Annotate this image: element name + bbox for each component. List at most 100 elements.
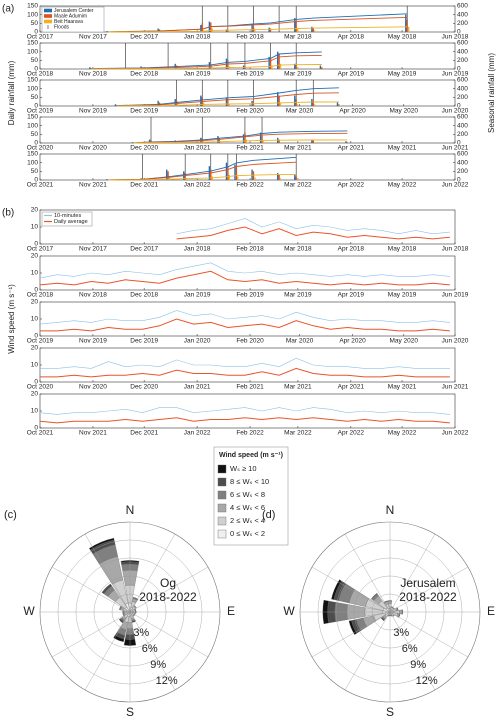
- legend-box: [41, 6, 105, 33]
- rain-bar: [148, 139, 151, 143]
- rain-bar: [157, 100, 159, 106]
- rose-wedge: [392, 614, 395, 617]
- x-tick-label: Nov 2020: [79, 384, 107, 391]
- legend-label: 2 ≤ Wₛ < 4: [230, 516, 265, 525]
- plot-frame: [39, 153, 456, 181]
- wind-line: [39, 262, 450, 279]
- x-tick-label: Mar 2021: [284, 145, 312, 152]
- legend-label: 10-minutes: [54, 213, 81, 219]
- rose-spoke: [129, 611, 176, 691]
- x-tick-label: May 2019: [388, 292, 417, 299]
- y2-tick-label: 200: [457, 20, 468, 27]
- x-tick-label: Mar 2019: [284, 292, 312, 299]
- rain-bar: [313, 30, 316, 32]
- rain-bar: [296, 28, 299, 32]
- x-tick-label: Feb 2021: [236, 145, 264, 152]
- y-tick-label: 10: [31, 224, 39, 231]
- rain-bar: [210, 22, 212, 32]
- rain-bar: [296, 104, 299, 106]
- legend-swatch: [44, 14, 52, 18]
- rain-bar: [294, 95, 296, 106]
- y2-tick-label: 0: [457, 29, 461, 36]
- rain-bar: [228, 174, 230, 180]
- legend-swatch: [44, 8, 52, 13]
- y2-tick-label: 400: [457, 11, 468, 18]
- plot-frame: [39, 209, 456, 245]
- x-tick-label: Oct 2019: [27, 108, 54, 115]
- x-tick-label: Dec 2020: [130, 384, 158, 391]
- x-tick-label: Oct 2018: [27, 71, 54, 78]
- x-tick-label: Apr 2022: [338, 182, 365, 189]
- rain-bar: [185, 178, 188, 180]
- rain-bar: [168, 177, 171, 180]
- x-tick-label: Jun 2021: [442, 384, 469, 391]
- rose-spoke: [51, 611, 131, 658]
- y2-tick-label: 400: [457, 159, 468, 166]
- rose-annotation: 2018-2022: [399, 590, 457, 604]
- y-tick-label: 20: [31, 253, 39, 260]
- rose-spoke: [389, 566, 469, 613]
- rain-bar: [278, 174, 280, 180]
- rain-bar: [296, 67, 299, 69]
- y2-tick-label: 600: [457, 40, 468, 47]
- rain-bar: [114, 104, 117, 106]
- y-tick-label: 20: [31, 391, 39, 398]
- rain-bar: [313, 104, 316, 106]
- x-tick-label: Jun 2022: [442, 182, 469, 189]
- rain-bar: [106, 31, 108, 32]
- rain-bar: [184, 173, 186, 180]
- rain-bar: [261, 136, 263, 143]
- rain-bar: [227, 30, 229, 32]
- rain-bar: [294, 18, 296, 32]
- x-tick-label: Apr 2019: [338, 292, 365, 299]
- plot-frame: [39, 301, 456, 337]
- x-tick-label: May 2019: [388, 71, 417, 78]
- rain-bar: [294, 174, 296, 180]
- x-tick-label: Jun 2022: [442, 430, 469, 437]
- rose-ring: [317, 539, 463, 685]
- y-tick-label: 150: [27, 40, 38, 47]
- x-tick-label: Oct 2021: [27, 182, 54, 189]
- legend-swatch: [44, 19, 52, 24]
- rain-bar: [407, 26, 410, 32]
- rose-spoke: [129, 533, 176, 613]
- x-tick-label: Jan 2020: [184, 338, 211, 345]
- x-tick-label: Nov 2017: [79, 246, 107, 253]
- x-tick-label: Dec 2017: [130, 34, 158, 41]
- rose-spoke: [389, 611, 436, 691]
- rain-bar: [89, 67, 91, 69]
- rain-bar: [271, 31, 273, 32]
- x-tick-label: Oct 2017: [27, 34, 54, 41]
- direction-label: W: [283, 604, 295, 618]
- rain-bar: [210, 169, 212, 180]
- x-tick-label: Dec 2020: [130, 145, 158, 152]
- rose-ring-label: 3%: [393, 627, 409, 639]
- x-tick-label: Jun 2018: [442, 246, 469, 253]
- rose-wedge: [331, 579, 342, 600]
- wind-line: [39, 310, 450, 325]
- x-tick-label: May 2021: [388, 145, 417, 152]
- rain-bar: [259, 132, 262, 143]
- legend-label: 6 ≤ Wₛ < 8: [230, 490, 265, 499]
- rain-bar: [311, 139, 313, 143]
- y-tick-label: 50: [31, 20, 39, 27]
- x-tick-label: Feb 2020: [236, 338, 264, 345]
- y-tick-label: 0: [34, 177, 38, 184]
- x-tick-label: Dec 2021: [130, 430, 158, 437]
- y-tick-label: 150: [27, 3, 38, 10]
- rose-spoke: [311, 611, 391, 658]
- y-tick-label: 0: [34, 66, 38, 73]
- x-tick-label: Dec 2017: [130, 246, 158, 253]
- y2-tick-label: 0: [457, 177, 461, 184]
- rose-ring: [57, 539, 203, 685]
- x-tick-label: Mar 2022: [284, 430, 312, 437]
- rose-wedge: [134, 608, 137, 611]
- x-tick-label: Oct 2019: [27, 338, 54, 345]
- rose-ring-label: 12%: [156, 675, 178, 687]
- rain-bar: [252, 102, 255, 106]
- seasonal-rainfall-line: [108, 173, 297, 181]
- wind-line: [40, 318, 450, 332]
- seasonal-rainfall-line: [91, 51, 322, 70]
